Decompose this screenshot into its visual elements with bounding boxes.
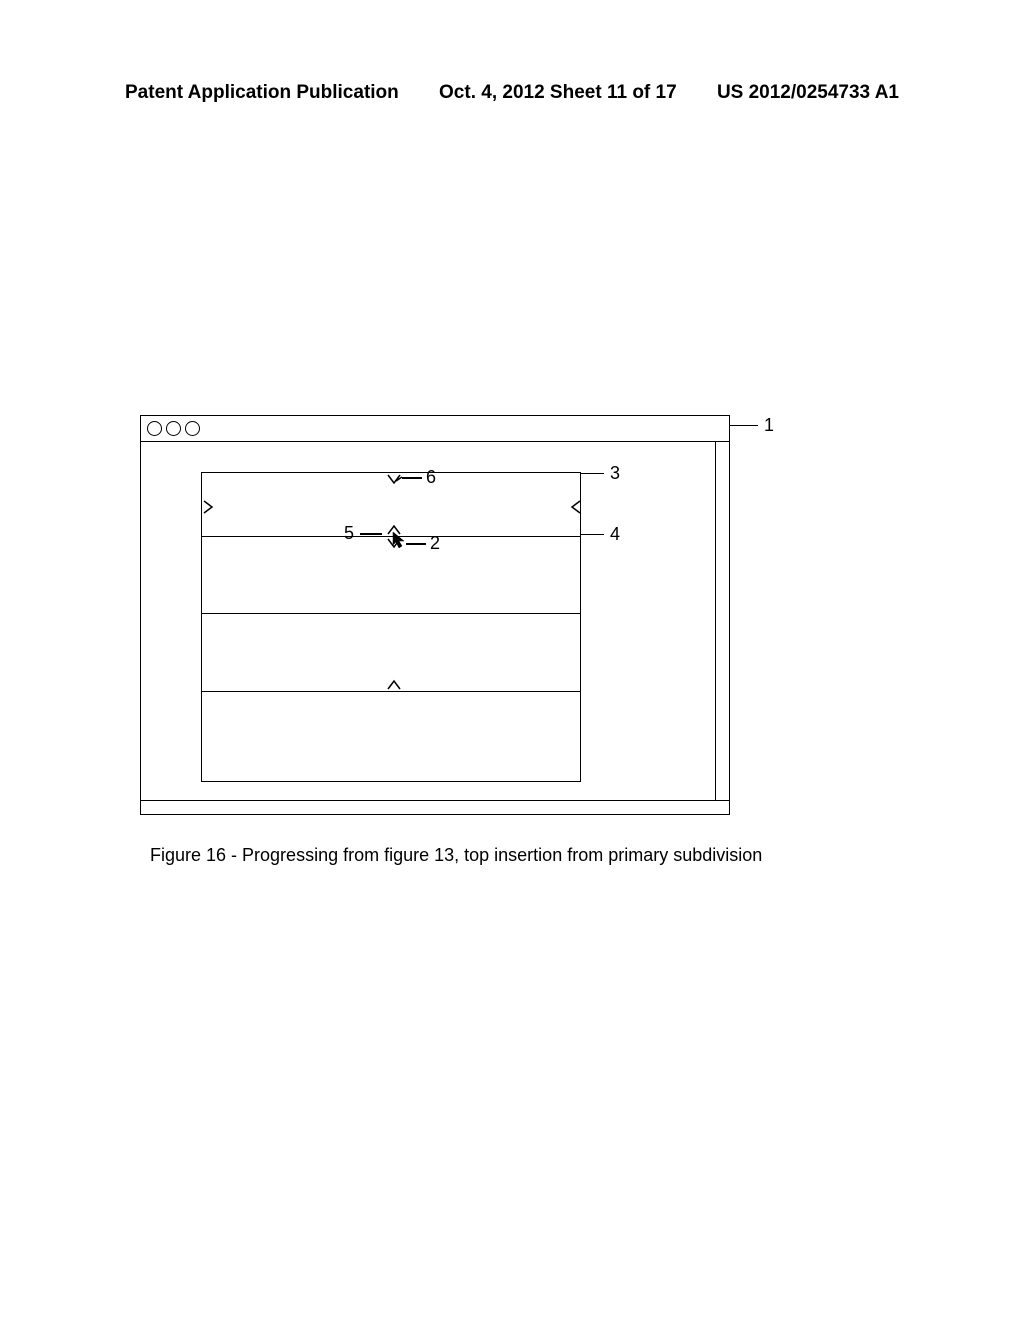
leader-2 [406,543,426,545]
ref-label-4: 4 [610,524,620,545]
leader-1 [730,425,758,426]
page-header: Patent Application Publication Oct. 4, 2… [0,82,1024,104]
vertical-scrollbar[interactable] [715,442,729,800]
divider-row3 [202,691,580,692]
titlebar [141,416,729,442]
cursor-icon [392,531,406,549]
divider-row2 [202,613,580,614]
header-left: Patent Application Publication [125,82,399,104]
minimize-icon[interactable] [166,421,181,436]
ref-label-1: 1 [764,415,774,436]
ref-label-6: 6 [426,467,436,488]
header-center: Oct. 4, 2012 Sheet 11 of 17 [439,82,677,104]
close-icon[interactable] [147,421,162,436]
horizontal-scrollbar[interactable] [141,800,729,814]
ref-label-3: 3 [610,463,620,484]
leader-5 [360,533,382,535]
subdivision-panel [201,472,581,782]
leader-4 [580,534,604,535]
ref-label-2: 2 [430,533,440,554]
leader-3 [580,473,604,474]
triangle-left-icon [570,499,582,515]
figure-caption: Figure 16 - Progressing from figure 13, … [150,845,762,866]
triangle-up-icon [386,679,402,691]
triangle-right-icon [202,499,214,515]
zoom-icon[interactable] [185,421,200,436]
header-right: US 2012/0254733 A1 [717,82,899,104]
figure-16: 1 3 4 6 5 2 [140,415,760,835]
ref-label-5: 5 [344,523,354,544]
leader-6-arrow [396,471,426,483]
